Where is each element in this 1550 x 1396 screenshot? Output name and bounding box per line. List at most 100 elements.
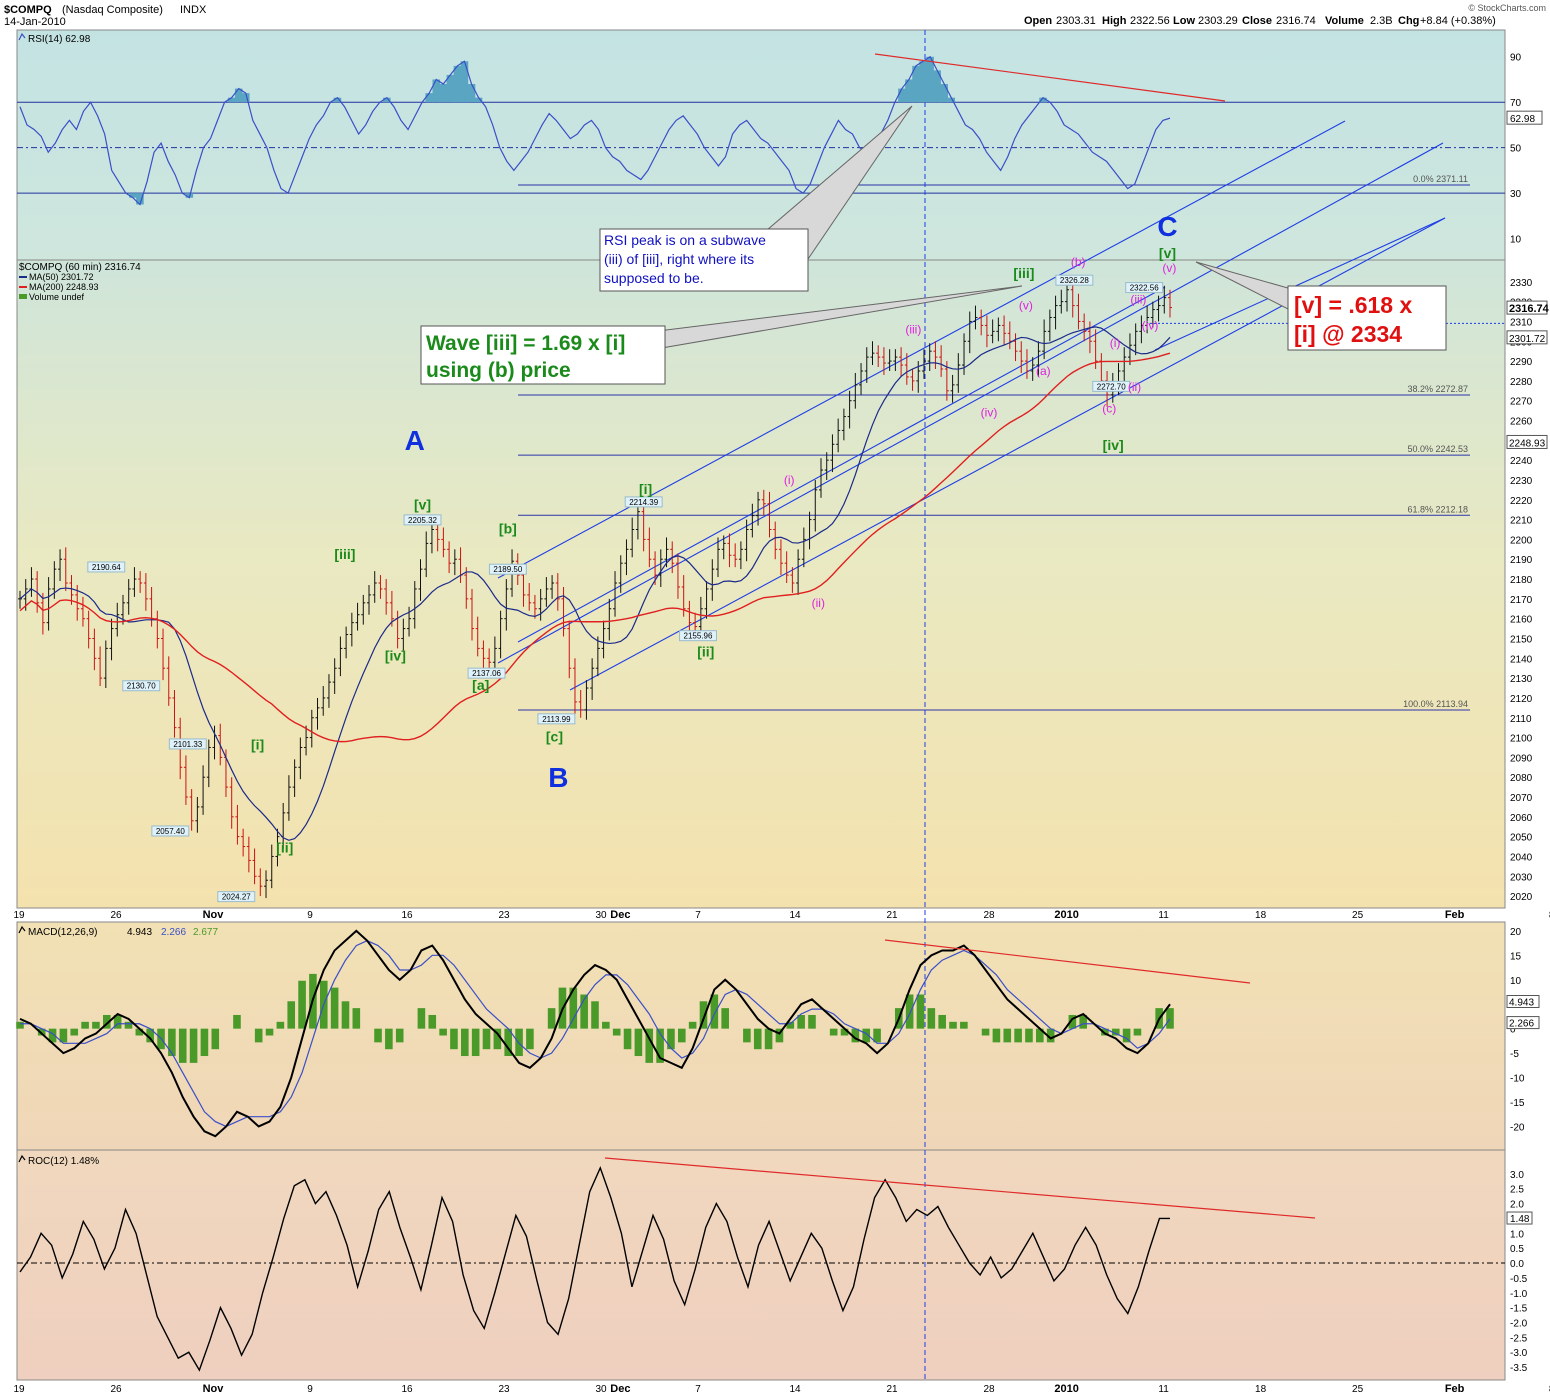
roc-tick-label: 1.0 (1510, 1229, 1524, 1240)
ohlc-readout: Open 2303.31 High 2322.56 Low 2303.29 Cl… (1024, 15, 1496, 27)
roc-tick-label: -3.5 (1510, 1363, 1528, 1374)
price-tag-box (537, 713, 576, 725)
x-tick-label: Feb (1445, 1383, 1465, 1395)
price-tick-label: 2150 (1510, 634, 1533, 645)
price-tag-box (151, 825, 190, 837)
roc-tick-label: 2.0 (1510, 1200, 1524, 1211)
channel-line (517, 286, 1166, 643)
price-legend: $COMPQ (60 min) 2316.74 MA(50) 2301.72 M… (19, 262, 141, 302)
roc-tick-label: -3.0 (1510, 1348, 1528, 1359)
rsi-note: RSI peak is on a subwave (iii) of [iii],… (599, 105, 913, 292)
chg-value: +8.84 (+0.38%) (1420, 15, 1496, 27)
fib-level-label: 61.8% 2212.18 (1407, 504, 1468, 514)
roc-tick-label: -2.0 (1510, 1318, 1528, 1329)
x-tick-label: 23 (498, 910, 510, 921)
roc-panel (16, 1149, 1506, 1381)
x-tick-label: 28 (983, 910, 995, 921)
price-last-box (1506, 300, 1548, 315)
wave-label: B (548, 762, 568, 793)
x-tick-label: 23 (498, 1384, 510, 1395)
macd-title-text: MACD(12,26,9) (28, 927, 97, 938)
price-tag-label: 2057.40 (156, 827, 185, 836)
high-label: High (1102, 15, 1127, 27)
price-tag-box (168, 738, 207, 750)
price-tag-box (624, 496, 663, 508)
ma50-line (19, 326, 1171, 841)
roc-layer (19, 1157, 1316, 1372)
macd-line (19, 929, 1171, 1138)
price-tick-label: 2060 (1510, 813, 1533, 824)
macd-hist-value: 2.677 (193, 927, 218, 938)
price-tick-label: 2130 (1510, 674, 1533, 685)
price-tag-label: 2024.27 (222, 893, 251, 902)
target-note-box (1287, 285, 1447, 351)
price-last-label: 2316.74 (1509, 303, 1550, 315)
price-tick-label: 2050 (1510, 833, 1533, 844)
rsi-tick-label: 50 (1510, 144, 1522, 155)
fib-level-label: 0.0% 2371.11 (1413, 174, 1468, 184)
price-tag-label: 2113.99 (542, 715, 571, 724)
rsi-last-box (1506, 110, 1543, 125)
price-tick-label: 2020 (1510, 892, 1533, 903)
price-tag-label: 2190.64 (92, 563, 121, 572)
macd-tick-label: 20 (1510, 927, 1522, 938)
x-tick-label: 25 (1352, 1384, 1364, 1395)
wave-labels: A B C [v] [iii] [iv] [i] [ii] [b] [a] [c] [i] [ii] [i… (251, 211, 1178, 855)
rsi-note-box (599, 228, 809, 292)
x-tick-label: 18 (1255, 1384, 1267, 1395)
roc-tick-label: -1.0 (1510, 1289, 1528, 1300)
x-tick-label: 26 (110, 910, 122, 921)
price-tick-label: 2280 (1510, 377, 1533, 388)
price-tag-label: 2214.39 (629, 498, 658, 507)
macd-last-label: 2.266 (1509, 1019, 1534, 1030)
price-tag-label: 2189.50 (493, 565, 522, 574)
target-note: [v] = .618 x [i] @ 2334 (1195, 261, 1447, 351)
symbol: $COMPQ (4, 4, 52, 16)
x-tick-label: 28 (983, 1384, 995, 1395)
rsi-tick-label: 90 (1510, 53, 1522, 64)
price-tag-label: 2130.70 (127, 682, 156, 691)
symbol-name: (Nasdaq Composite) (62, 4, 163, 16)
macd-last-label: 4.943 (1509, 998, 1534, 1009)
target-note-line-2: [i] @ 2334 (1294, 321, 1402, 347)
fib-level-label: 100.0% 2113.94 (1403, 699, 1468, 709)
price-last-label: 2248.93 (1509, 438, 1546, 449)
wave-label: (i) (784, 473, 795, 487)
roc-tick-label: 2.5 (1510, 1185, 1524, 1196)
macd-tick-label: 0 (1510, 1025, 1516, 1036)
wave-label: [b] (499, 520, 517, 536)
x-tick-label: Dec (610, 909, 630, 921)
price-tick-label: 2180 (1510, 575, 1533, 586)
price-tag-label: 2272.70 (1097, 382, 1126, 391)
price-tick-label: 2200 (1510, 535, 1533, 546)
roc-last-box (1506, 1211, 1533, 1225)
roc-tick-label: -1.5 (1510, 1304, 1528, 1315)
wave-label: (ii) (812, 596, 825, 610)
price-panel (16, 259, 1506, 909)
macd-title: MACD(12,26,9) 4.943 2.266 2.677 (18, 925, 218, 938)
price-tag-box (122, 680, 161, 692)
x-tick-label: 16 (401, 910, 413, 921)
wave-label: (i) (1110, 336, 1121, 350)
price-tick-label: 2330 (1510, 278, 1533, 289)
macd-tick-label: -5 (1510, 1049, 1519, 1060)
x-tick-label: 16 (401, 1384, 413, 1395)
x-tick-label: 9 (307, 1384, 313, 1395)
low-label: Low (1173, 15, 1195, 27)
roc-tick-label: -0.5 (1510, 1274, 1528, 1285)
ma200-line (19, 352, 1171, 743)
ma200-legend: MA(200) 2248.93 (29, 282, 99, 292)
price-tick-label: 2120 (1510, 694, 1533, 705)
price-tick-label: 2230 (1510, 476, 1533, 487)
open-value: 2303.31 (1056, 15, 1096, 27)
x-tick-label: 21 (886, 1384, 898, 1395)
wave-note-line-2: using (b) price (426, 359, 571, 382)
roc-tick-label: 0.5 (1510, 1244, 1524, 1255)
price-last-box (1506, 330, 1548, 345)
wave-label: (iii) (905, 322, 921, 336)
rsi-panel (16, 29, 1506, 261)
wave-label: [iii] (334, 546, 355, 562)
price-tick-label: 2140 (1510, 654, 1533, 665)
roc-trendline (604, 1157, 1316, 1219)
